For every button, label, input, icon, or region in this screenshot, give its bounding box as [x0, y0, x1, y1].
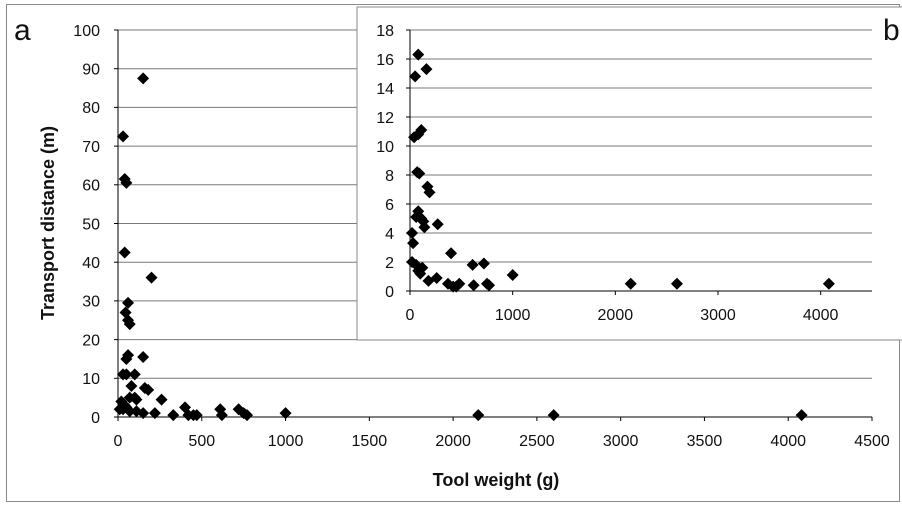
panel-a-data-point — [795, 409, 808, 422]
panel-b-data-point — [406, 227, 419, 239]
panel-b-data-point — [409, 70, 422, 83]
panel-b-y-tick-label: 2 — [385, 255, 394, 272]
panel-a-y-tick-label: 20 — [82, 332, 100, 349]
panel-b-x-tick-label: 1000 — [495, 307, 531, 324]
panel-b-data-point — [506, 269, 519, 282]
panel-a-y-tick-label: 80 — [82, 100, 100, 117]
panel-a-data-point — [128, 368, 141, 381]
panel-b-inset: 0 2 4 6 8 10 12 14 16 18 0 1000 2000 3000 4000 b — [356, 6, 902, 341]
panel-a-data-point — [123, 405, 136, 418]
panel-b-data-point — [430, 271, 443, 284]
panel-b-x-tick-labels: 0 1000 2000 3000 4000 — [406, 291, 839, 324]
panel-b-points — [406, 48, 835, 293]
panel-a-data-point — [145, 271, 158, 284]
panel-b-data-point — [483, 279, 496, 292]
panel-a-y-tick-label: 10 — [82, 371, 100, 388]
panel-b-x-tick-label: 2000 — [598, 307, 634, 324]
panel-a-x-tick-label: 4500 — [854, 433, 890, 450]
panel-b-y-tick-label: 16 — [376, 52, 394, 69]
y-axis-title: Transport distance (m) — [38, 126, 58, 320]
panel-b-data-point — [420, 63, 433, 76]
panel-b-y-tick-label: 4 — [385, 226, 394, 243]
panel-b-x-tick-label: 4000 — [803, 307, 839, 324]
panel-a-data-point — [279, 407, 292, 420]
panel-a-data-point — [123, 318, 136, 331]
panel-b-data-point — [412, 48, 425, 61]
panel-b-data-point — [445, 247, 458, 260]
panel-a-x-tick-label: 500 — [188, 433, 215, 450]
panel-a-y-tick-label: 70 — [82, 139, 100, 156]
panel-b-y-tick-label: 18 — [376, 23, 394, 40]
panel-a-x-tick-label: 1000 — [268, 433, 304, 450]
panel-a-data-point — [120, 352, 133, 365]
panel-a-data-point — [167, 409, 180, 422]
panel-a-data-point — [137, 407, 150, 420]
panel-a-y-tick-label: 30 — [82, 294, 100, 311]
panel-a-data-point — [120, 368, 133, 381]
panel-b-data-point — [418, 221, 431, 234]
panel-b-data-point — [431, 218, 444, 231]
panel-b-y-tick-label: 8 — [385, 168, 394, 185]
panel-a-data-point — [547, 409, 560, 422]
panel-a-x-tick-labels: 0 500 1000 1500 2000 2500 3000 3500 4000 4500 — [114, 417, 890, 450]
panel-a-x-tick-label: 4000 — [770, 433, 806, 450]
panel-b-y-tick-label: 14 — [376, 81, 394, 98]
panel-a-data-point — [215, 409, 228, 422]
panel-b-x-tick-label: 3000 — [700, 307, 736, 324]
panel-b-data-point — [624, 277, 637, 290]
panel-a-y-tick-labels: 0 10 20 30 40 50 60 70 80 90 100 — [73, 23, 118, 427]
panel-b-y-tick-label: 12 — [376, 110, 394, 127]
panel-b-data-point — [413, 167, 426, 180]
panel-a-x-tick-label: 3500 — [687, 433, 723, 450]
panel-a-x-tick-label: 3000 — [603, 433, 639, 450]
panel-a-data-point — [190, 409, 203, 422]
panel-b-data-point — [407, 237, 420, 250]
panel-a-points — [113, 72, 808, 422]
panel-a-y-tick-label: 60 — [82, 178, 100, 195]
panel-a-data-point — [148, 407, 161, 420]
panel-a-data-point — [125, 380, 138, 393]
panel-b-y-tick-label: 6 — [385, 197, 394, 214]
panel-a-x-tick-label: 0 — [114, 433, 123, 450]
panel-a-data-point — [117, 130, 130, 143]
panel-b-data-point — [415, 124, 428, 137]
panel-a-data-point — [120, 176, 133, 189]
panel-b-data-point — [453, 277, 466, 290]
panel-b-y-tick-labels: 0 2 4 6 8 10 12 14 16 18 — [376, 23, 410, 301]
panel-b-x-tick-label: 0 — [406, 307, 415, 324]
panel-a-data-point — [122, 296, 135, 309]
panel-b-data-point — [416, 261, 429, 274]
panel-b-label: b — [883, 14, 900, 47]
panel-a-y-tick-label: 50 — [82, 216, 100, 233]
inset-frame — [356, 6, 902, 341]
panel-b-data-point — [466, 258, 479, 271]
panel-a-label: a — [14, 14, 31, 47]
panel-b-data-point — [670, 277, 683, 290]
panel-a-data-point — [241, 409, 254, 422]
panel-b-data-point — [423, 186, 436, 199]
panel-b-gridlines — [410, 29, 872, 263]
panel-a-x-tick-label: 2500 — [519, 433, 555, 450]
panel-a-y-tick-label: 90 — [82, 61, 100, 78]
x-axis-title: Tool weight (g) — [433, 470, 560, 490]
panel-b-data-point — [822, 277, 835, 290]
panel-b-data-point — [467, 279, 480, 292]
panel-a-data-point — [472, 409, 485, 422]
panel-a-data-point — [137, 72, 150, 85]
panel-b-y-tick-label: 0 — [385, 284, 394, 301]
panel-a-data-point — [137, 351, 150, 364]
panel-a-y-tick-label: 40 — [82, 255, 100, 272]
panel-a-x-tick-label: 1500 — [352, 433, 388, 450]
panel-a-data-point — [155, 393, 168, 406]
panel-a-x-tick-label: 2000 — [435, 433, 471, 450]
panel-a-data-point — [142, 383, 155, 396]
panel-a-y-tick-label: 100 — [73, 23, 100, 40]
panel-b-y-tick-label: 10 — [376, 139, 394, 156]
panel-a-data-point — [118, 246, 131, 259]
panel-b-data-point — [477, 257, 490, 270]
panel-a-data-point — [130, 393, 143, 406]
panel-a-y-tick-label: 0 — [91, 410, 100, 427]
